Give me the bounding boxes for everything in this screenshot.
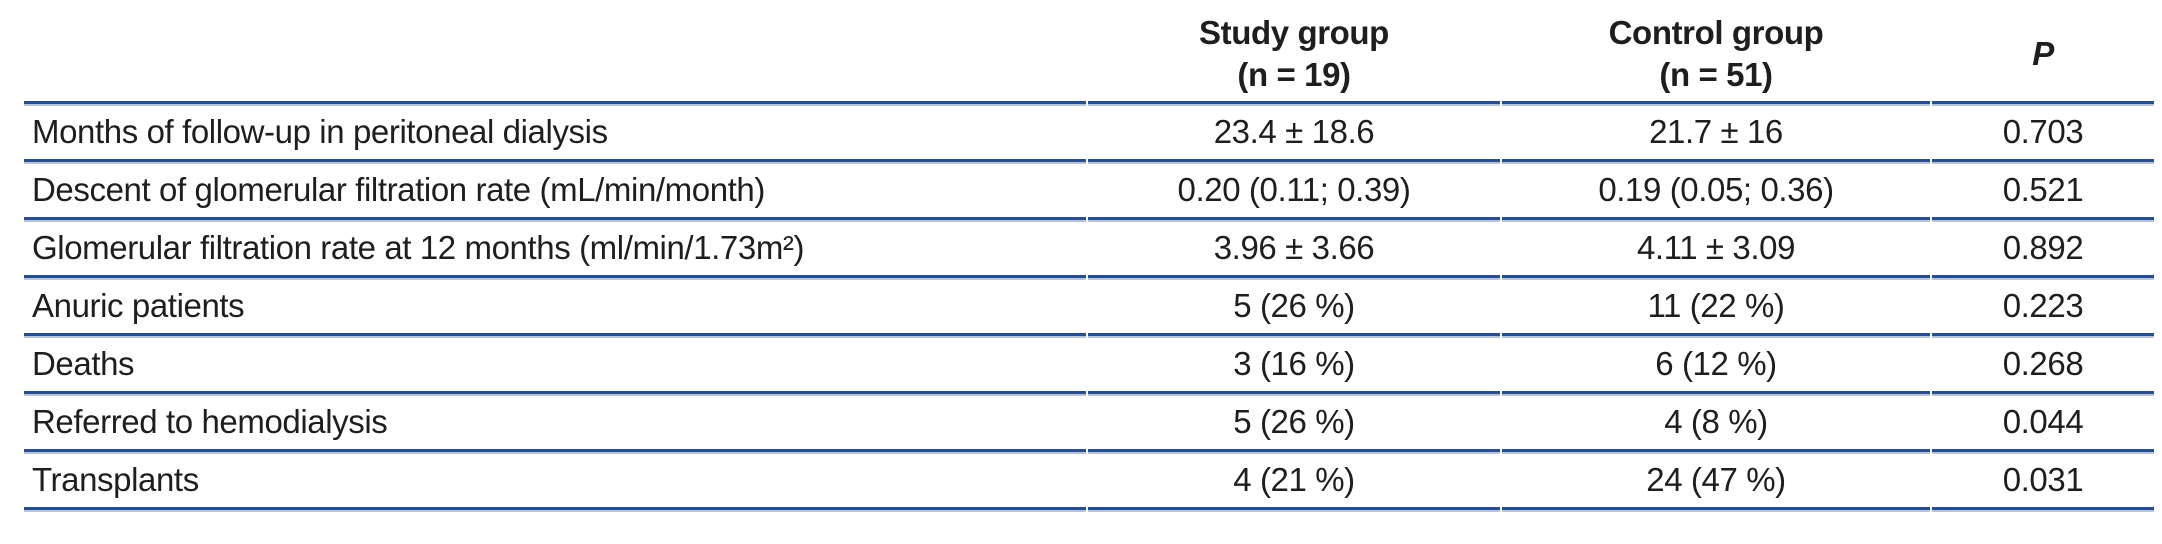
control-value-cell: 0.19 (0.05; 0.36) — [1502, 164, 1930, 222]
header-cell-study-group: Study group (n = 19) — [1088, 6, 1500, 106]
row-label-cell: Glomerular filtration rate at 12 months … — [24, 222, 1086, 280]
table-row: Anuric patients 5 (26 %) 11 (22 %) 0.223 — [24, 280, 2154, 338]
table-body: Months of follow-up in peritoneal dialys… — [24, 106, 2154, 512]
table-row: Glomerular filtration rate at 12 months … — [24, 222, 2154, 280]
p-value-cell: 0.892 — [1932, 222, 2154, 280]
p-value-cell: 0.031 — [1932, 454, 2154, 512]
header-cell-control-group: Control group (n = 51) — [1502, 6, 1930, 106]
table-row: Transplants 4 (21 %) 24 (47 %) 0.031 — [24, 454, 2154, 512]
row-label-cell: Transplants — [24, 454, 1086, 512]
p-value-cell: 0.521 — [1932, 164, 2154, 222]
study-value-cell: 5 (26 %) — [1088, 280, 1500, 338]
p-value-cell: 0.703 — [1932, 106, 2154, 164]
control-value-cell: 6 (12 %) — [1502, 338, 1930, 396]
row-label-cell: Deaths — [24, 338, 1086, 396]
control-group-label: Control group — [1608, 13, 1824, 51]
study-group-n: (n = 19) — [1237, 56, 1351, 93]
study-value-cell: 3 (16 %) — [1088, 338, 1500, 396]
study-value-cell: 23.4 ± 18.6 — [1088, 106, 1500, 164]
control-value-cell: 21.7 ± 16 — [1502, 106, 1930, 164]
control-value-cell: 11 (22 %) — [1502, 280, 1930, 338]
study-value-cell: 5 (26 %) — [1088, 396, 1500, 454]
control-group-n: (n = 51) — [1659, 56, 1773, 93]
table-row: Deaths 3 (16 %) 6 (12 %) 0.268 — [24, 338, 2154, 396]
study-group-label: Study group — [1199, 13, 1389, 51]
header-cell-empty — [24, 6, 1086, 106]
study-value-cell: 0.20 (0.11; 0.39) — [1088, 164, 1500, 222]
row-label-cell: Descent of glomerular filtration rate (m… — [24, 164, 1086, 222]
p-value-cell: 0.044 — [1932, 396, 2154, 454]
p-value-cell: 0.223 — [1932, 280, 2154, 338]
row-label-cell: Referred to hemodialysis — [24, 396, 1086, 454]
control-value-cell: 4 (8 %) — [1502, 396, 1930, 454]
table-row: Months of follow-up in peritoneal dialys… — [24, 106, 2154, 164]
results-table-container: Study group (n = 19) Control group (n = … — [22, 6, 2156, 512]
row-label-cell: Months of follow-up in peritoneal dialys… — [24, 106, 1086, 164]
study-value-cell: 3.96 ± 3.66 — [1088, 222, 1500, 280]
header-row: Study group (n = 19) Control group (n = … — [24, 6, 2154, 106]
row-label-cell: Anuric patients — [24, 280, 1086, 338]
control-value-cell: 24 (47 %) — [1502, 454, 1930, 512]
study-value-cell: 4 (21 %) — [1088, 454, 1500, 512]
control-value-cell: 4.11 ± 3.09 — [1502, 222, 1930, 280]
header-cell-p-value: P — [1932, 6, 2154, 106]
table-row: Referred to hemodialysis 5 (26 %) 4 (8 %) 0… — [24, 396, 2154, 454]
table-row: Descent of glomerular filtration rate (m… — [24, 164, 2154, 222]
results-table: Study group (n = 19) Control group (n = … — [22, 6, 2156, 512]
table-header: Study group (n = 19) Control group (n = … — [24, 6, 2154, 106]
p-value-cell: 0.268 — [1932, 338, 2154, 396]
